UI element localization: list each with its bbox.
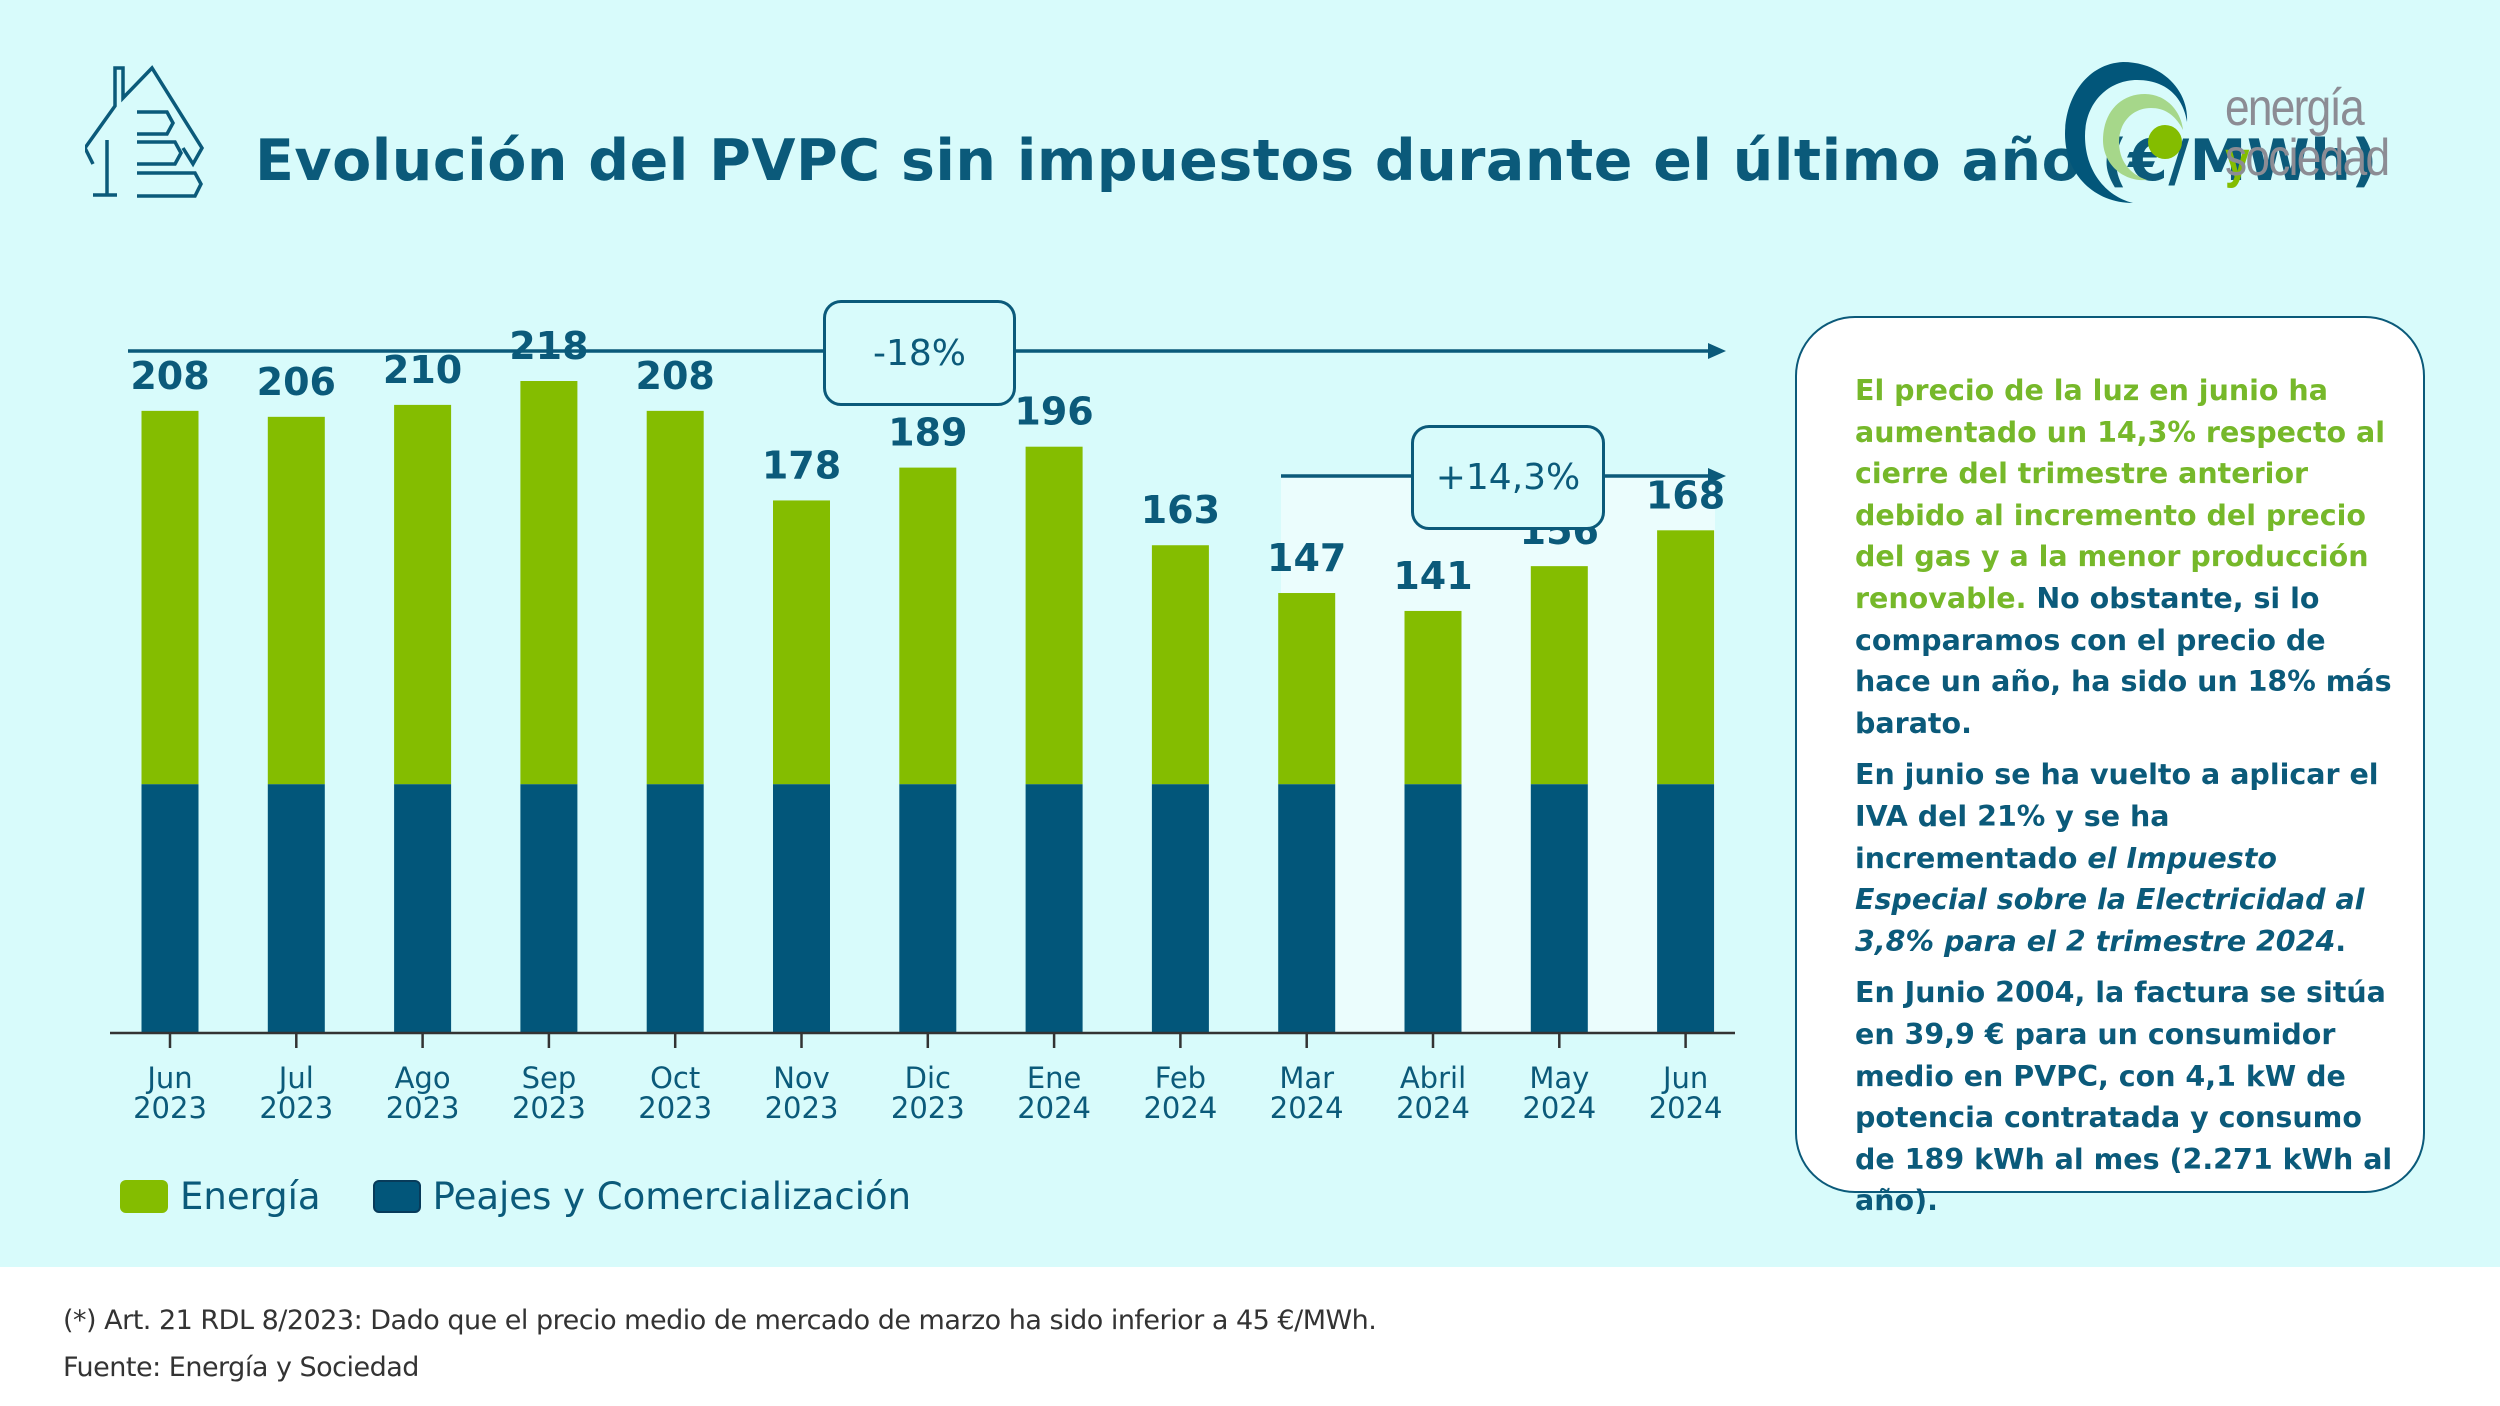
legend-label-energia: Energía (180, 1175, 321, 1218)
x-tick-label-year: 2023 (133, 1091, 207, 1125)
x-tick-label-year: 2023 (386, 1091, 460, 1125)
x-tick-label-month: May (1529, 1061, 1589, 1095)
source-text: Fuente: Energía y Sociedad (63, 1352, 419, 1383)
x-tick-label-month: Oct (650, 1061, 700, 1095)
x-tick-label-month: Jun (1661, 1061, 1708, 1095)
bar-energia (646, 410, 704, 785)
bar-peajes (773, 784, 830, 1032)
bar-energia (773, 500, 830, 785)
house-bill-icon (85, 65, 205, 198)
bar-total-label: 208 (636, 354, 715, 398)
x-tick-label-month: Abril (1400, 1061, 1466, 1095)
bar-peajes (520, 784, 578, 1032)
quarter-change-badge: +14,3% (1411, 425, 1605, 530)
legend-label-peajes: Peajes y Comercialización (432, 1175, 912, 1218)
logo-mark-icon (2065, 62, 2188, 203)
bar-energia (1530, 566, 1588, 785)
highlight-region (1281, 476, 1715, 1032)
bar-energia (1657, 530, 1715, 785)
x-tick-label-month: Sep (522, 1061, 577, 1095)
bar-peajes (394, 784, 452, 1032)
bar-total-label: 141 (1393, 554, 1472, 598)
info-paragraph-2: En junio se ha vuelto a aplicar el IVA d… (1855, 754, 2393, 962)
x-tick-label-year: 2023 (259, 1091, 333, 1125)
x-tick-label-year: 2024 (1017, 1091, 1091, 1125)
x-tick-label-month: Nov (773, 1061, 830, 1095)
legend-item-energia: Energía (120, 1175, 321, 1218)
logo-text-sociedad: sociedad (2225, 129, 2390, 187)
chart-legend: Energía Peajes y Comercialización (120, 1175, 963, 1218)
x-tick-label-month: Jul (277, 1061, 314, 1095)
bar-energia (520, 381, 578, 785)
info-tax-text: En junio se ha vuelto a aplicar el IVA d… (1855, 758, 2379, 875)
bar-peajes (1404, 784, 1462, 1032)
bar-total-label: 208 (130, 354, 209, 398)
bar-peajes (1151, 784, 1209, 1032)
info-highlight-text: El precio de la luz en junio ha aumentad… (1855, 374, 2385, 615)
bar-peajes (646, 784, 704, 1032)
bar-peajes (1025, 784, 1083, 1032)
x-tick-label-year: 2024 (1522, 1091, 1596, 1125)
footnote-text: (*) Art. 21 RDL 8/2023: Dado que el prec… (63, 1305, 1377, 1336)
bar-total-label: 189 (888, 411, 967, 455)
info-paragraph-3: En Junio 2004, la factura se sitúa en 39… (1855, 976, 2393, 1218)
year-change-badge: -18% (823, 300, 1016, 406)
x-tick-label-month: Mar (1279, 1061, 1334, 1095)
bar-energia (899, 467, 957, 785)
x-tick-label-month: Jun (145, 1061, 192, 1095)
bar-total-label: 163 (1141, 488, 1220, 532)
bar-energia (1151, 545, 1209, 785)
energia-y-sociedad-logo: energía y sociedad (2065, 60, 2425, 210)
quarter-change-arrowhead-icon (1708, 468, 1726, 484)
x-tick-label-year: 2023 (512, 1091, 586, 1125)
bar-total-label: 210 (383, 348, 462, 392)
bar-peajes (1278, 784, 1336, 1032)
bar-peajes (141, 784, 199, 1032)
bar-total-label: 147 (1267, 536, 1346, 580)
stacked-bar-chart: 208Jun2023206Jul2023210Ago2023218Sep2023… (110, 324, 1735, 1125)
x-tick-label-year: 2024 (1649, 1091, 1723, 1125)
x-tick-label-year: 2023 (765, 1091, 839, 1125)
bar-peajes (1530, 784, 1588, 1032)
bar-total-label: 218 (509, 324, 588, 368)
x-tick-label-month: Ene (1027, 1061, 1082, 1095)
x-tick-label-month: Feb (1155, 1061, 1206, 1095)
logo-text-energia: energía (2225, 79, 2365, 137)
info-tax-end: . (2335, 924, 2347, 958)
bar-energia (1404, 610, 1462, 785)
bar-energia (394, 404, 452, 785)
x-tick-label-year: 2023 (891, 1091, 965, 1125)
x-tick-label-month: Dic (905, 1061, 951, 1095)
x-tick-label-year: 2024 (1396, 1091, 1470, 1125)
x-tick-label-year: 2024 (1270, 1091, 1344, 1125)
legend-swatch-peajes (372, 1180, 421, 1213)
x-tick-label-year: 2023 (638, 1091, 712, 1125)
info-paragraph-1: El precio de la luz en junio ha aumentad… (1855, 370, 2393, 744)
bar-peajes (1657, 784, 1715, 1032)
legend-item-peajes: Peajes y Comercialización (372, 1175, 912, 1218)
logo-text-y: y (2225, 131, 2250, 189)
x-tick-label-year: 2024 (1143, 1091, 1217, 1125)
x-tick-label-month: Ago (395, 1061, 451, 1095)
page-title: Evolución del PVPC sin impuestos durante… (255, 128, 2378, 194)
bar-energia (1278, 593, 1336, 785)
bar-total-label: 206 (257, 360, 336, 404)
bar-energia (267, 416, 325, 785)
info-comparison-text: No obstante, si lo comparamos con el pre… (1855, 581, 2392, 740)
bar-peajes (267, 784, 325, 1032)
bar-total-label: 196 (1014, 390, 1093, 434)
legend-swatch-energia (120, 1180, 168, 1213)
year-change-arrowhead-icon (1708, 343, 1726, 359)
bar-total-label: 178 (762, 443, 841, 487)
footer: (*) Art. 21 RDL 8/2023: Dado que el prec… (0, 1267, 2500, 1406)
bar-peajes (899, 784, 957, 1032)
slide-background: Evolución del PVPC sin impuestos durante… (0, 0, 2500, 1267)
info-box: El precio de la luz en junio ha aumentad… (1795, 316, 2425, 1217)
bar-energia (1025, 446, 1083, 785)
bar-energia (141, 410, 199, 785)
info-tax-italic-text: el Impuesto Especial sobre la Electricid… (1855, 841, 2365, 958)
